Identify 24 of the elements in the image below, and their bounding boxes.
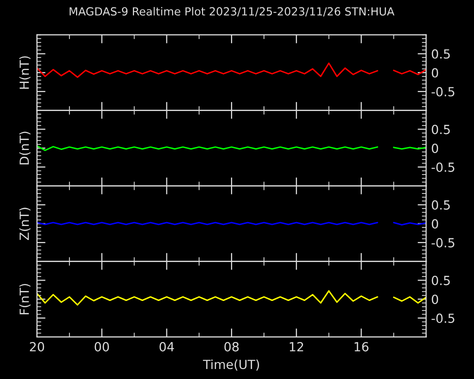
chart-title: MAGDAS-9 Realtime Plot 2023/11/25-2023/11/26 STN:HUA [70,6,394,16]
x-axis-title: Time(UT) [202,359,260,371]
y-tick-label: -0.5 [432,314,454,323]
x-tick-label: 12 [290,342,304,352]
y-tick-label: 0.5 [432,124,450,134]
y-tick-label: 0.5 [432,49,450,59]
x-tick-label: 08 [224,342,239,352]
y-tick-label: -0.5 [432,162,454,172]
x-tick-label: 20 [30,342,44,352]
y-axis-title: D(nT) [19,132,30,164]
y-tick-label: 0 [432,219,438,229]
y-axis-title: Z(nT) [19,208,30,240]
y-tick-label: 0.5 [432,200,450,210]
x-tick-label: 00 [94,342,109,352]
x-tick-label: 04 [160,342,174,352]
y-tick-label: 0 [432,144,438,154]
y-axis-title: H(nT) [19,56,30,89]
y-axis-title: F(nT) [19,284,30,314]
y-tick-label: -0.5 [432,86,454,96]
y-tick-label: 0 [432,68,438,78]
y-tick-label: 0 [432,294,438,304]
x-tick-label: 16 [354,342,368,352]
y-tick-label: 0.5 [432,276,450,286]
y-tick-label: -0.5 [432,238,454,248]
